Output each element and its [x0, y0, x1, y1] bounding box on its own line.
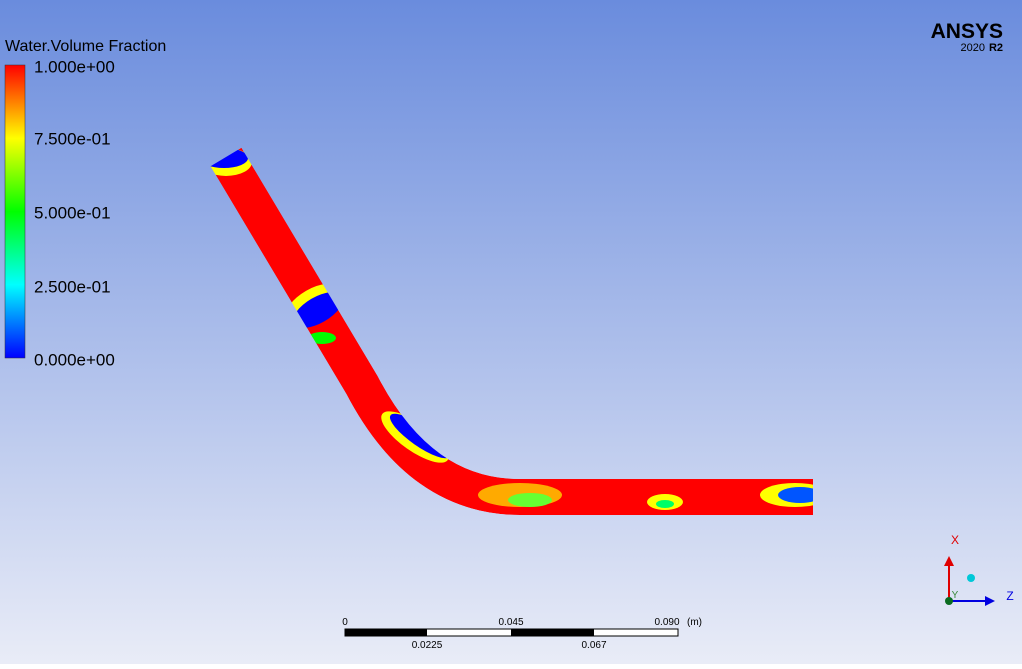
scale-bar	[344, 628, 679, 637]
legend-label: 0.000e+00	[34, 350, 115, 369]
scale-label: 0.090	[654, 617, 679, 628]
axis-label: X	[951, 533, 959, 547]
scale-unit: (m)	[687, 617, 702, 628]
color-bar	[4, 64, 26, 359]
axis-label: Z	[1006, 589, 1013, 603]
scale-label: 0.0225	[412, 640, 443, 651]
legend-label: 5.000e-01	[34, 203, 111, 222]
legend-label: 1.000e+00	[34, 57, 115, 76]
logo-release: R2	[989, 42, 1003, 54]
axis-label: Y	[952, 590, 959, 601]
logo-version: 2020	[961, 42, 985, 54]
axis-triad	[944, 556, 995, 606]
scale-label: 0.045	[498, 617, 523, 628]
scale-label: 0	[342, 617, 348, 628]
legend-label: 2.500e-01	[34, 277, 111, 296]
logo-name: ANSYS	[931, 20, 1003, 43]
legend-label: 7.500e-01	[34, 129, 111, 148]
scale-label: 0.067	[581, 640, 606, 651]
pipe-contour	[200, 147, 830, 515]
legend-title: Water.Volume Fraction	[5, 38, 166, 55]
